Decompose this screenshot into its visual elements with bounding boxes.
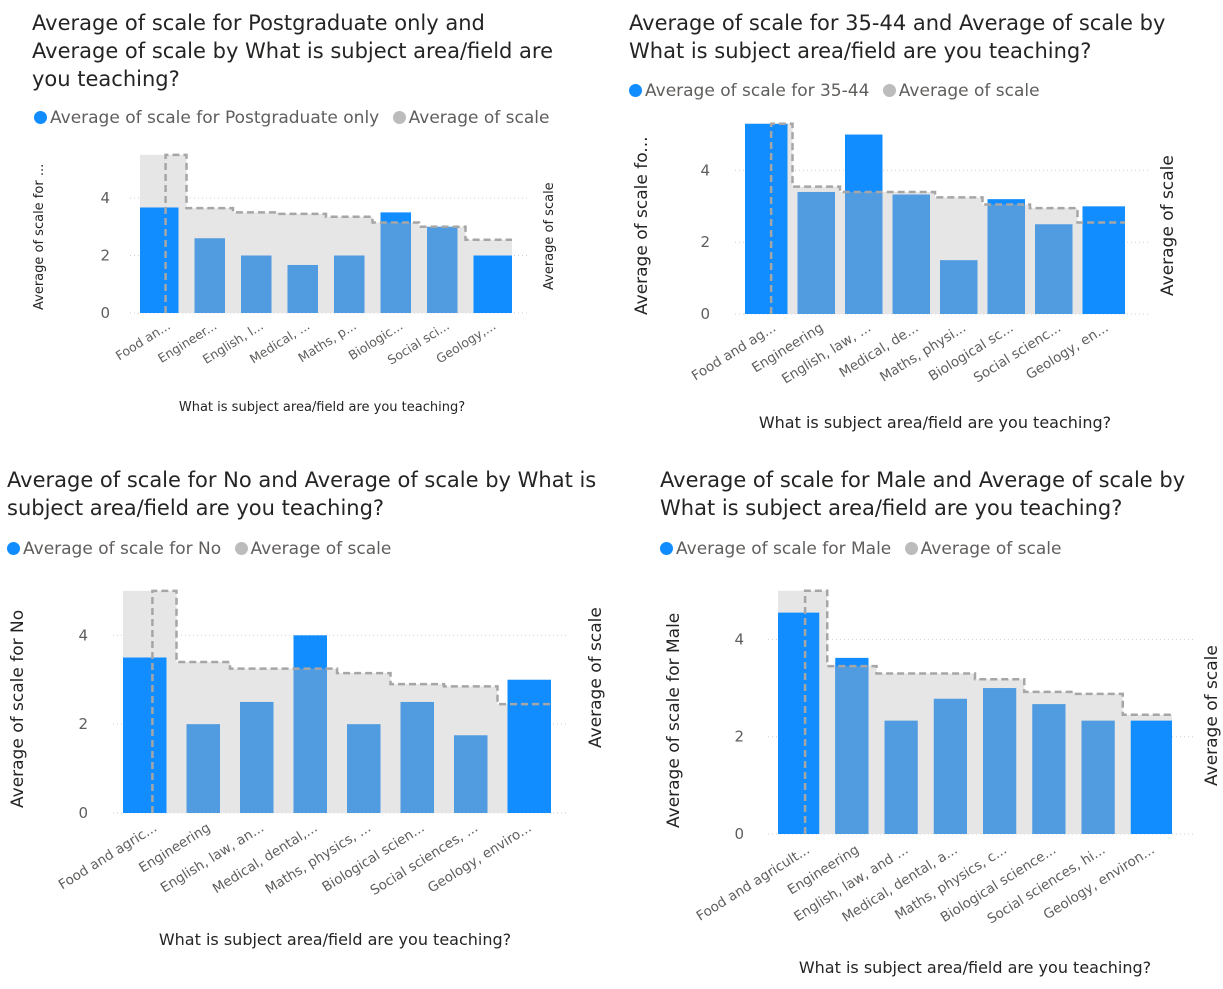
average-line xyxy=(803,589,1172,834)
bar xyxy=(123,657,167,813)
x-axis-label: What is subject area/field are you teach… xyxy=(158,930,512,949)
bar xyxy=(287,264,318,313)
chart-legend: Average of scale for Male Average of sca… xyxy=(660,539,1069,559)
average-area xyxy=(123,590,551,813)
bar-overlap xyxy=(845,191,883,314)
legend-label: Average of scale xyxy=(250,539,392,559)
bar-overlap xyxy=(835,666,869,834)
legend-dot-icon xyxy=(629,84,642,97)
y-tick-label: 2 xyxy=(734,728,744,746)
bar xyxy=(334,255,365,313)
bar-overlap xyxy=(987,204,1025,314)
legend-label: Average of scale xyxy=(408,108,550,128)
average-area xyxy=(140,154,512,313)
legend-dot-icon xyxy=(904,542,918,555)
legend-label: Average of scale xyxy=(920,539,1062,559)
bar xyxy=(1032,704,1066,834)
chart-title: Average of scale for No and Average of s… xyxy=(7,468,597,520)
x-axis-label: What is subject area/field are you teach… xyxy=(798,958,1152,977)
legend-item-series-2[interactable]: Average of scale xyxy=(234,539,392,559)
legend-label: Average of scale for No xyxy=(23,539,222,559)
x-axis-label: What is subject area/field are you teach… xyxy=(758,413,1112,432)
y-tick-label: 4 xyxy=(78,626,88,644)
bar xyxy=(778,612,820,834)
bar xyxy=(884,720,918,834)
bar xyxy=(427,226,458,313)
y-tick-label: 4 xyxy=(700,161,710,179)
legend-item-series-1[interactable]: Average of scale for Postgraduate only xyxy=(34,108,379,128)
bar xyxy=(1081,720,1115,834)
legend-item-series-1[interactable]: Average of scale for Male xyxy=(660,539,891,559)
bar xyxy=(933,698,967,834)
y-tick-label: 0 xyxy=(78,804,88,822)
chart-legend: Average of scale for 35-44 Average of sc… xyxy=(629,81,1048,101)
legend-item-series-2[interactable]: Average of scale xyxy=(904,539,1062,559)
y-tick-label: 2 xyxy=(78,715,88,733)
bar xyxy=(473,255,512,313)
bar xyxy=(240,701,274,813)
y-tick-label: 0 xyxy=(700,305,710,323)
legend-dot-icon xyxy=(7,542,20,555)
bar xyxy=(454,735,488,813)
legend-label: Average of scale for 35-44 xyxy=(645,81,870,101)
x-tick-label: Geology, en... xyxy=(1023,320,1111,383)
average-area xyxy=(778,590,1172,834)
legend-dot-icon xyxy=(234,542,248,555)
bar xyxy=(140,207,179,313)
chart-title: Average of scale for Postgraduate only a… xyxy=(32,11,553,91)
legend-item-series-2[interactable]: Average of scale xyxy=(392,108,550,128)
y-tick-label: 2 xyxy=(100,247,110,265)
legend-dot-icon xyxy=(882,84,896,97)
x-axis-label: What is subject area/field are you teach… xyxy=(178,400,466,415)
bar xyxy=(940,260,978,314)
average-area xyxy=(745,123,1125,314)
average-line xyxy=(164,153,512,313)
bar-overlap xyxy=(293,668,327,813)
bar xyxy=(186,724,220,813)
bar xyxy=(797,191,835,314)
chart-title: Average of scale for Male and Average of… xyxy=(660,468,1186,520)
bar-overlap xyxy=(380,222,411,313)
y-tick-label: 2 xyxy=(700,233,710,251)
bar xyxy=(1082,206,1125,314)
bar xyxy=(241,255,272,313)
average-line xyxy=(769,122,1125,314)
bar xyxy=(1035,224,1073,314)
y-tick-label: 0 xyxy=(100,304,110,322)
chart-legend: Average of scale for No Average of scale xyxy=(7,539,399,559)
legend-item-series-1[interactable]: Average of scale for No xyxy=(7,539,221,559)
legend-item-series-2[interactable]: Average of scale xyxy=(882,81,1040,101)
legend-item-series-1[interactable]: Average of scale for 35-44 xyxy=(629,81,869,101)
chart-legend: Average of scale for Postgraduate only A… xyxy=(34,108,557,128)
average-line xyxy=(151,589,551,813)
chart-title: Average of scale for 35-44 and Average o… xyxy=(629,11,1166,63)
y-tick-label: 4 xyxy=(734,630,744,648)
bar xyxy=(983,688,1017,834)
legend-dot-icon xyxy=(392,111,406,124)
bar xyxy=(194,238,225,313)
legend-dot-icon xyxy=(34,111,47,124)
bar xyxy=(347,724,381,813)
bar xyxy=(1130,720,1172,834)
bar xyxy=(400,701,434,813)
legend-dot-icon xyxy=(660,542,673,555)
bar xyxy=(745,123,788,314)
y-tick-label: 4 xyxy=(100,189,110,207)
legend-label: Average of scale xyxy=(898,81,1040,101)
bar xyxy=(892,194,930,314)
x-tick-label: Food and agric... xyxy=(56,820,160,893)
legend-label: Average of scale for Male xyxy=(676,539,892,559)
x-tick-label: Geology, enviro... xyxy=(425,820,534,897)
legend-label: Average of scale for Postgraduate only xyxy=(50,108,380,128)
y-tick-label: 0 xyxy=(734,825,744,843)
bar xyxy=(507,679,551,813)
